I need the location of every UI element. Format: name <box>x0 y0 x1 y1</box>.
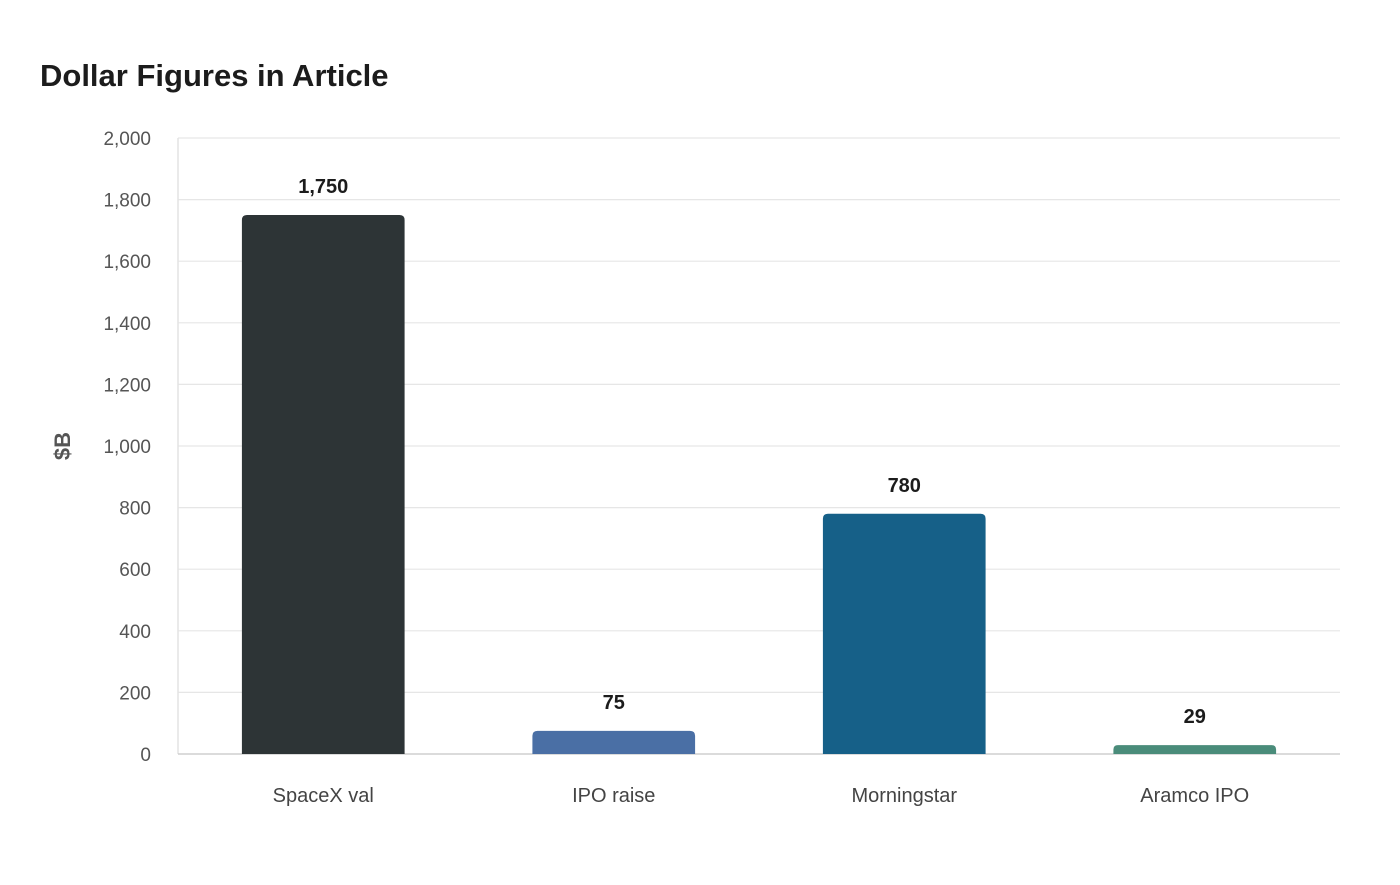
y-tick-label: 1,800 <box>103 191 151 212</box>
bar-value-label: 1,750 <box>298 176 348 198</box>
y-tick-label: 200 <box>119 683 151 704</box>
bar-value-label: 75 <box>603 692 625 714</box>
bar-spacex-val <box>241 215 405 754</box>
y-tick-label: 600 <box>119 560 151 581</box>
x-tick-label: SpaceX val <box>273 785 374 807</box>
y-tick-label: 1,600 <box>103 252 151 273</box>
x-tick-label: Aramco IPO <box>1140 785 1249 807</box>
y-tick-label: 800 <box>119 499 151 520</box>
bars <box>241 215 1277 754</box>
y-tick-label: 1,400 <box>103 314 151 335</box>
bar-morningstar <box>822 513 986 754</box>
labels: 0 200 400 600 800 1,000 1,200 1,400 1,600 1,800 2,… <box>50 129 1249 807</box>
y-tick-label: 1,200 <box>103 375 151 396</box>
chart-title: Dollar Figures in Article <box>40 58 389 93</box>
bar-aramco-ipo <box>1113 745 1277 754</box>
y-tick-label: 400 <box>119 622 151 643</box>
y-tick-label: 0 <box>140 745 151 766</box>
x-tick-label: Morningstar <box>851 785 957 807</box>
x-tick-label: IPO raise <box>572 785 655 807</box>
y-axis-title: $B <box>50 432 75 460</box>
y-tick-label: 2,000 <box>103 129 151 150</box>
bar-value-label: 780 <box>888 475 921 497</box>
bar-ipo-raise <box>532 730 696 754</box>
bar-value-label: 29 <box>1184 706 1206 728</box>
y-tick-label: 1,000 <box>103 437 151 458</box>
